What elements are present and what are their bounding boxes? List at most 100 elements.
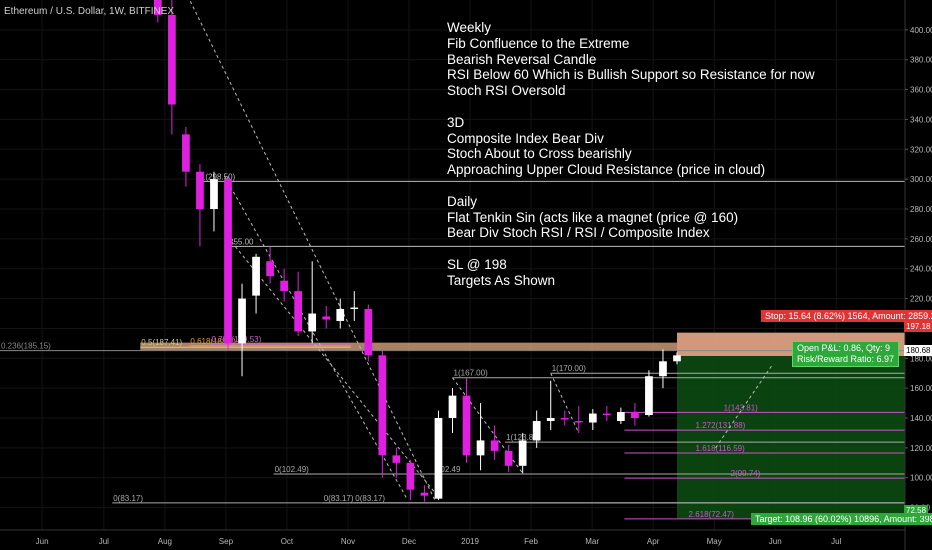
- fib-level-label: 1.272(131.88): [696, 421, 746, 430]
- fib-cluster-band: [140, 342, 677, 351]
- analysis-notes: Weekly Fib Confluence to the Extreme Beari…: [447, 20, 815, 289]
- fib-level-label: 0.786(189.53): [211, 335, 261, 344]
- fib-level-label: 0.236(185.15): [1, 342, 51, 351]
- candle-body: [406, 462, 415, 490]
- fib-level-label: 0.618(188.1): [190, 337, 236, 346]
- pnl-label: Open P&L: 0.86, Qty: 9 Risk/Reward Ratio…: [792, 341, 900, 367]
- candle-body: [392, 455, 401, 463]
- candle-body: [588, 413, 597, 423]
- symbol-title: Ethereum / U.S. Dollar, 1W, BITFINEX: [4, 6, 175, 17]
- candle-body: [196, 171, 204, 210]
- price-tick-label: 160.00: [910, 384, 932, 393]
- candle-body: [673, 355, 681, 362]
- price-tick-label: 320.00: [910, 145, 932, 154]
- note-line: Flat Tenkin Sin (acts like a magnet (pri…: [447, 209, 739, 225]
- candle-body: [182, 134, 190, 172]
- price-tick-label: 220.00: [910, 295, 932, 304]
- time-axis: Jun Jul Aug Sep Oct Nov Dec 2019 Feb Mar Apr May Jun…: [0, 529, 905, 546]
- fib-level-label: 1(123.88): [506, 433, 541, 442]
- target-zone: [676, 356, 905, 519]
- time-tick-label: Jun: [769, 537, 782, 546]
- candle-body: [617, 412, 625, 422]
- candle-body: [574, 421, 583, 423]
- trendline: [231, 241, 436, 493]
- note-spacer: [447, 241, 815, 257]
- pnl-line-2: Risk/Reward Ratio: 6.97: [797, 354, 895, 364]
- time-tick-label: Jul: [99, 537, 109, 546]
- price-tick-label: 340.00: [910, 115, 932, 124]
- fib-level-label: 0(83.17): [113, 494, 143, 503]
- candle-body: [252, 256, 260, 296]
- price-tick-label: 260.00: [910, 235, 932, 244]
- price-tick-label: 180.00: [910, 354, 932, 363]
- candle-body: [364, 309, 373, 356]
- time-tick-label: Jun: [36, 537, 49, 546]
- note-line: Approaching Upper Cloud Resistance (pric…: [447, 162, 766, 178]
- time-tick-label: Nov: [341, 537, 355, 546]
- candle-body: [490, 440, 499, 451]
- position-zones: [140, 332, 905, 519]
- fib-level-label: 255.00: [229, 237, 254, 246]
- note-line: Daily: [447, 193, 478, 209]
- price-tick-label: 120.00: [910, 444, 932, 453]
- target-price-tag: 72.58: [904, 505, 929, 516]
- fib-level-label: 0(83.17): [355, 494, 385, 503]
- stop-price-tag: 197.18: [904, 321, 932, 332]
- candle-body: [238, 298, 246, 344]
- time-tick-label: Oct: [281, 537, 294, 546]
- fib-level-label: 1(170.00): [552, 364, 587, 373]
- candle-body: [462, 395, 471, 456]
- price-tick-label: 360.00: [910, 86, 932, 95]
- fib-level-label: 102.49: [436, 465, 461, 474]
- candle-body: [153, 0, 162, 15]
- price-tick-label: 100.00: [910, 474, 932, 483]
- note-line: Fib Confluence to the Extreme: [447, 35, 630, 51]
- candle-body: [532, 421, 541, 441]
- candle-body: [322, 316, 331, 320]
- candle-body: [350, 307, 359, 310]
- time-tick-label: May: [707, 537, 722, 546]
- candle-body: [266, 261, 274, 277]
- candle-body: [560, 418, 569, 420]
- fib-level-label: 1(167.00): [454, 369, 489, 378]
- fib-levels: 0.236(185.15) 0.5(187.41) 0.618(188.1)0.78…: [0, 172, 905, 520]
- fib-level-label: 2(99.74): [731, 469, 761, 478]
- fib-level-label: 0(83.17): [324, 494, 354, 503]
- last-price-tag: 180.68: [904, 345, 932, 356]
- time-tick-label: Jul: [831, 537, 841, 546]
- time-tick-label: Feb: [524, 537, 538, 546]
- chart-grid: [0, 0, 905, 530]
- candle-body: [434, 418, 443, 499]
- note-line: 3D: [447, 114, 465, 130]
- trendline: [715, 365, 773, 449]
- stop-label: Stop: 15.64 (8.62%) 1564, Amount: 2859.2…: [761, 310, 932, 322]
- candle-body: [504, 450, 513, 466]
- candle-body: [645, 376, 653, 416]
- candle-body: [602, 413, 611, 416]
- time-tick-label: Dec: [402, 537, 416, 546]
- candle-body: [280, 280, 288, 292]
- pnl-line-1: Open P&L: 0.86, Qty: 9: [797, 343, 891, 353]
- note-line: Stoch RSI Oversold: [447, 83, 566, 99]
- candle-body: [420, 492, 429, 496]
- trendline: [189, 0, 436, 501]
- candle-body: [546, 418, 555, 422]
- note-spacer: [447, 99, 815, 115]
- note-line: Composite Index Bear Div: [447, 130, 604, 146]
- fib-level-label: 2.618(72.47): [689, 510, 735, 519]
- candle-body: [294, 291, 303, 332]
- time-tick-label: Apr: [647, 537, 660, 546]
- trendline: [550, 373, 580, 434]
- target-label: Target: 108.96 (60.02%) 10896, Amount: 3…: [751, 513, 932, 525]
- candle-body: [308, 313, 317, 332]
- fib-level-label: 1(298.50): [201, 172, 236, 181]
- price-tick-label: 140.00: [910, 414, 932, 423]
- candle-body: [168, 14, 176, 105]
- candle-body: [210, 179, 218, 210]
- note-line: Bearish Reversal Candle: [447, 51, 597, 67]
- fib-level-label: 1.618(116.59): [696, 444, 746, 453]
- price-tick-label: 400.00: [910, 26, 932, 35]
- note-line: Weekly: [447, 20, 492, 35]
- time-tick-label: Aug: [158, 537, 172, 546]
